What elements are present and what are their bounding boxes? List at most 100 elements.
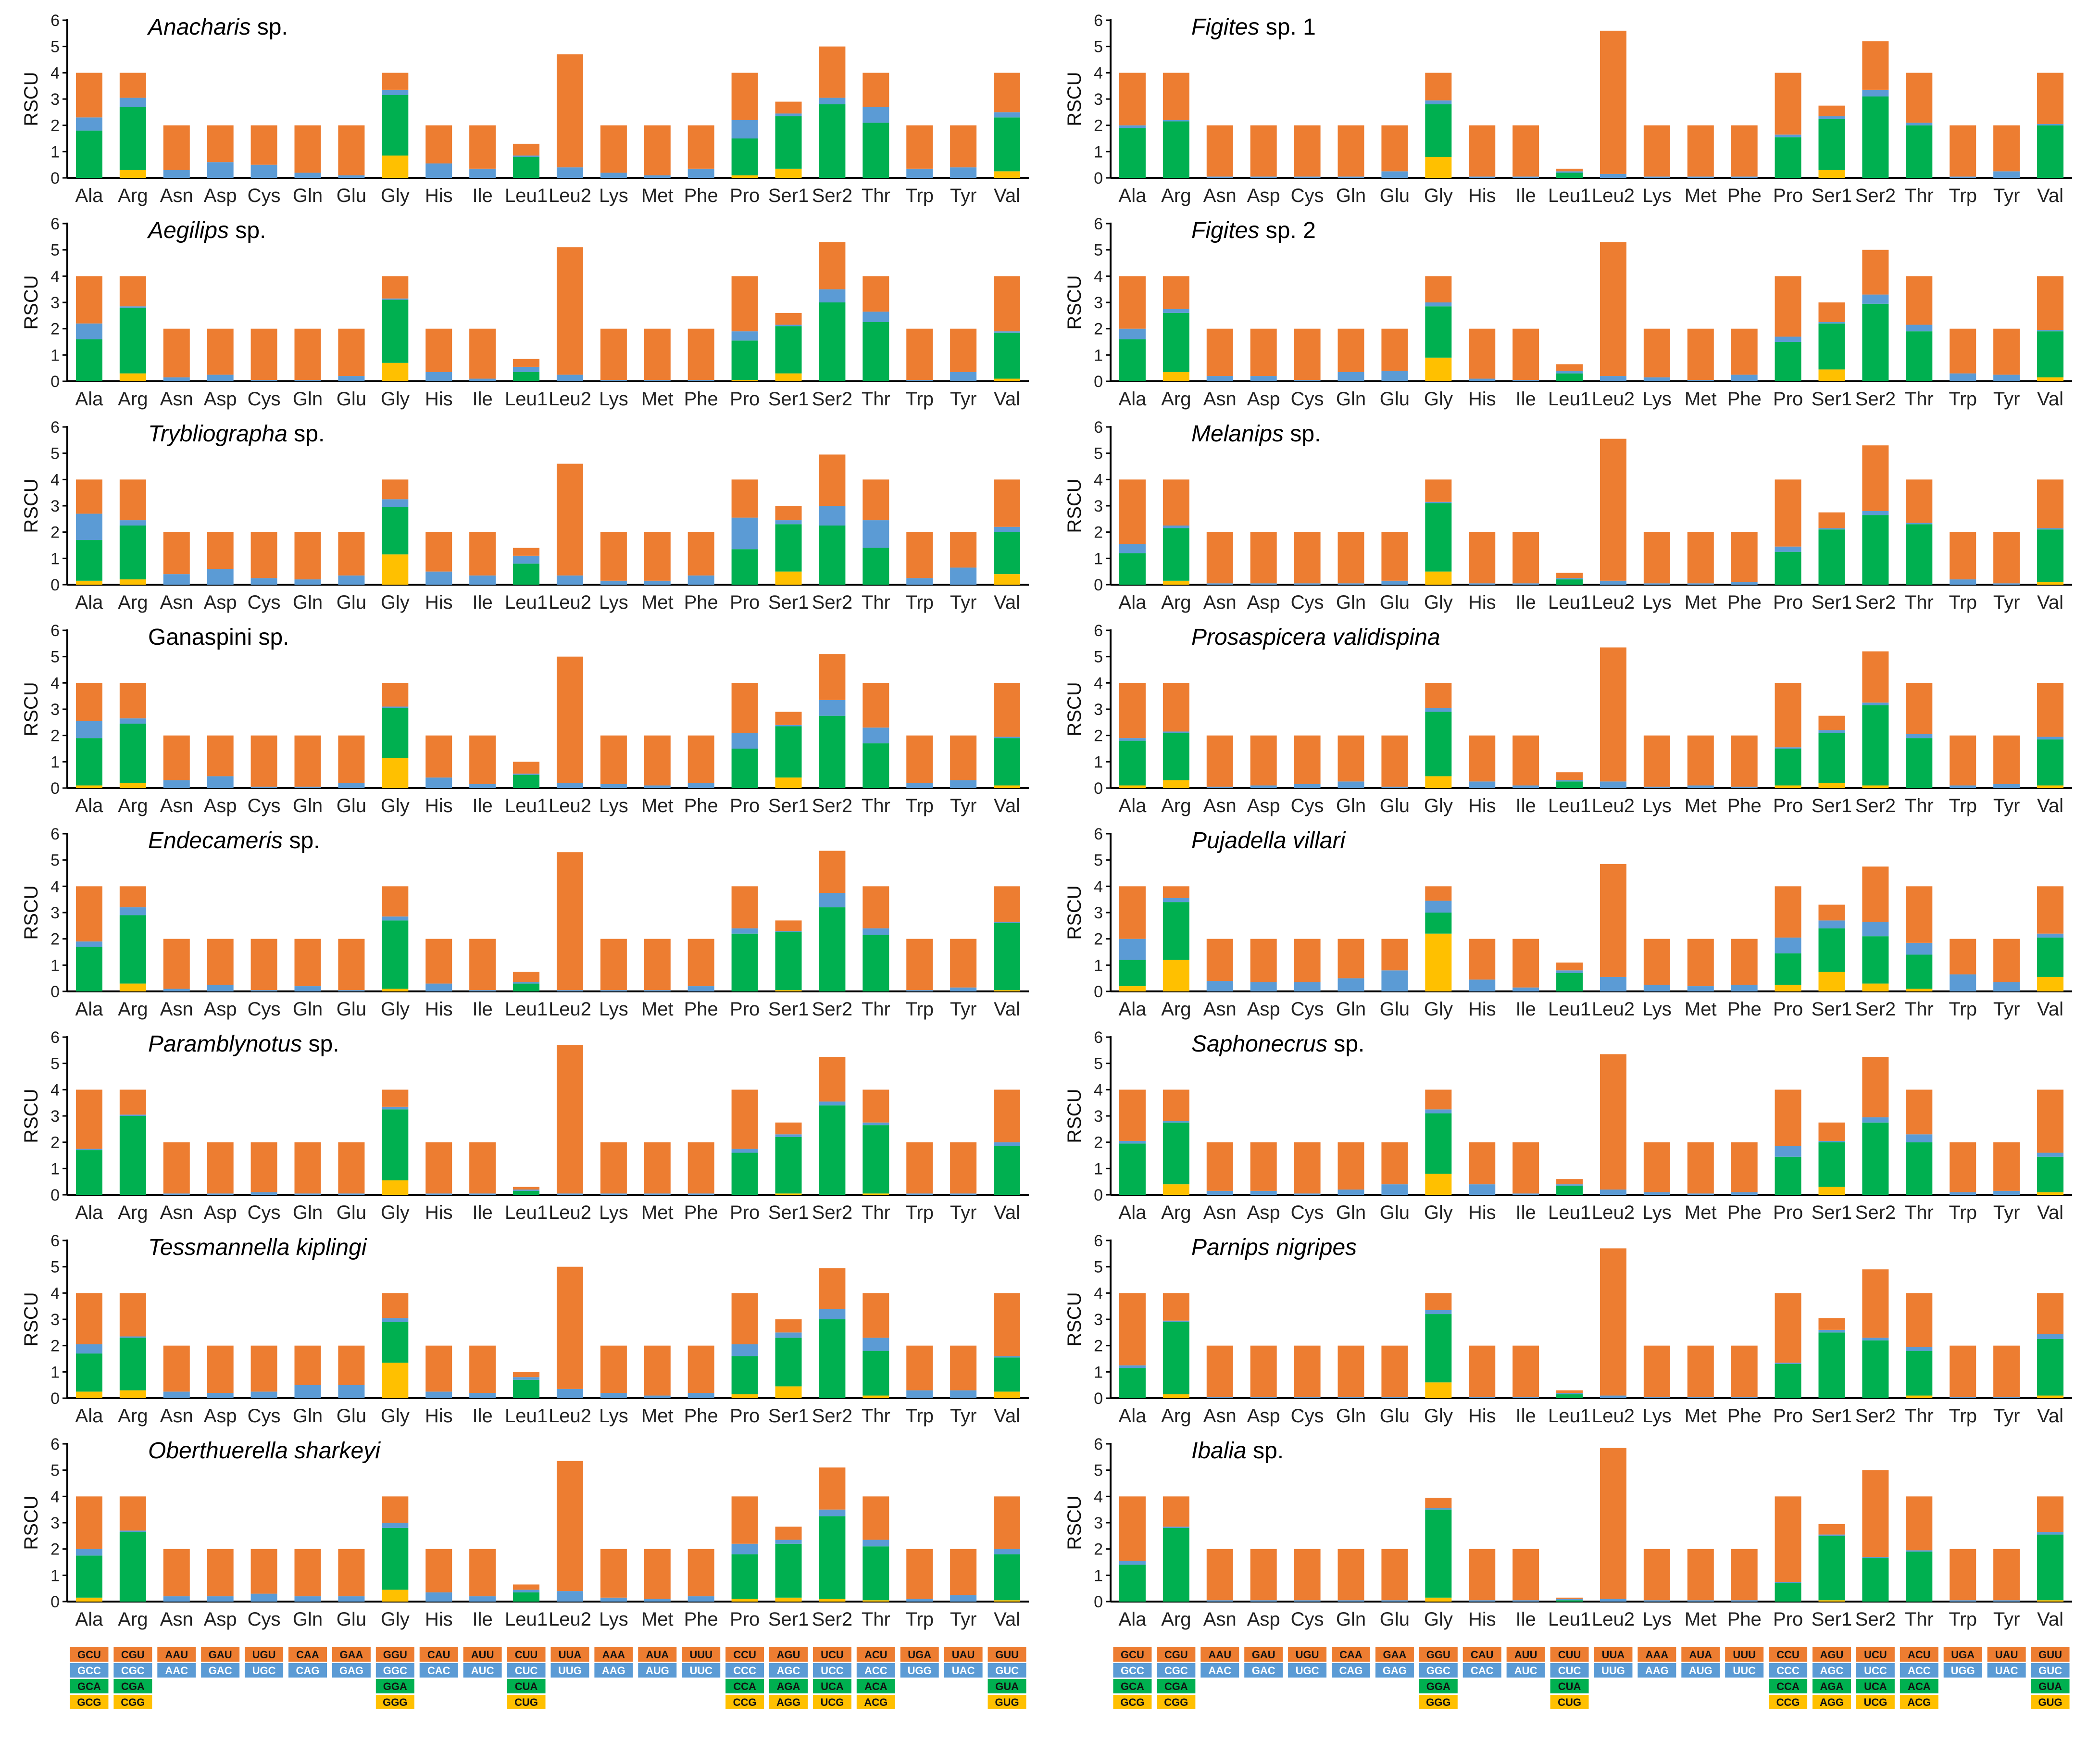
x-tick-label: Gln xyxy=(293,592,323,613)
bar-segment-codon-1 xyxy=(75,73,102,118)
x-tick-label: Ser1 xyxy=(768,999,809,1020)
x-tick-label: Trp xyxy=(905,999,934,1020)
y-tick-label: 2 xyxy=(50,117,60,135)
codon-legend-cell xyxy=(1812,1695,1851,1709)
x-tick-label: His xyxy=(1468,592,1496,613)
bar-segment-codon-2 xyxy=(513,155,540,157)
bar-segment-codon-2 xyxy=(1512,987,1539,991)
y-tick-label: 2 xyxy=(50,930,60,949)
bar-segment-codon-4 xyxy=(1818,170,1845,178)
bar-segment-codon-2 xyxy=(338,1596,365,1602)
x-tick-label: Leu1 xyxy=(505,388,548,410)
codon-legend-label: GCC xyxy=(77,1665,101,1677)
codon-legend-label: UGU xyxy=(1296,1649,1319,1661)
bar-segment-codon-3 xyxy=(2037,739,2064,786)
y-tick-label: 1 xyxy=(1094,956,1103,975)
panel-title-part: Endecameris xyxy=(148,828,283,853)
bar-segment-codon-1 xyxy=(1731,939,1758,985)
bar-segment-codon-1 xyxy=(119,1496,146,1531)
bar-segment-codon-1 xyxy=(1993,1345,2020,1397)
bar-segment-codon-1 xyxy=(906,939,933,990)
x-tick-label: Pro xyxy=(1773,592,1803,613)
codon-legend-label: CCC xyxy=(733,1665,756,1677)
x-tick-label: Gly xyxy=(1424,1609,1453,1630)
bar-segment-codon-3 xyxy=(775,726,802,778)
bar-segment-codon-2 xyxy=(906,990,933,991)
codon-legend-label: GCA xyxy=(1121,1680,1144,1692)
bar-segment-codon-3 xyxy=(819,526,846,585)
bar-segment-codon-2 xyxy=(207,162,234,178)
bar-segment-codon-2 xyxy=(556,1389,583,1398)
codon-legend-cell xyxy=(1113,1695,1152,1709)
bar-segment-codon-2 xyxy=(1469,583,1496,585)
x-tick-label: Gln xyxy=(293,1202,323,1223)
bar-segment-codon-2 xyxy=(1906,734,1933,739)
bar-segment-codon-2 xyxy=(469,1596,496,1602)
bar-segment-codon-4 xyxy=(2037,1600,2064,1602)
bar-segment-codon-1 xyxy=(1250,125,1277,177)
bar-segment-codon-3 xyxy=(2037,125,2064,178)
x-tick-label: Phe xyxy=(684,1405,718,1427)
y-tick-label: 2 xyxy=(1094,1337,1103,1355)
bar-segment-codon-1 xyxy=(1250,939,1277,982)
codon-legend-label: UGA xyxy=(1951,1649,1975,1661)
bar-segment-codon-2 xyxy=(1775,1363,1801,1364)
y-axis-label: RSCU xyxy=(1064,885,1085,939)
bar-segment-codon-3 xyxy=(75,738,102,786)
y-tick-label: 1 xyxy=(1094,143,1103,161)
x-tick-label: Ala xyxy=(75,1609,104,1630)
x-tick-label: Pro xyxy=(1773,1609,1803,1630)
bar-segment-codon-2 xyxy=(775,725,802,726)
bar-segment-codon-2 xyxy=(1338,176,1364,178)
x-tick-label: Ile xyxy=(473,592,493,613)
panel-title-part: Ganaspini sp. xyxy=(148,625,289,650)
bar-segment-codon-1 xyxy=(75,1293,102,1344)
codon-legend-label: CUU xyxy=(515,1649,538,1661)
bar-segment-codon-3 xyxy=(1862,1122,1889,1195)
bar-segment-codon-2 xyxy=(950,780,977,788)
bar-segment-codon-1 xyxy=(1687,939,1714,987)
x-tick-label: Lys xyxy=(1642,1202,1672,1223)
bar-segment-codon-1 xyxy=(775,101,802,114)
x-tick-label: Gln xyxy=(293,185,323,206)
x-tick-label: Cys xyxy=(248,185,281,206)
bar-segment-codon-2 xyxy=(1687,986,1714,991)
bar-segment-codon-1 xyxy=(906,125,933,169)
x-tick-label: Asp xyxy=(1247,1609,1280,1630)
codon-legend-cell xyxy=(1681,1663,1720,1678)
y-tick-label: 1 xyxy=(1094,1160,1103,1178)
codon-legend-cell xyxy=(944,1647,983,1662)
x-tick-label: Ser1 xyxy=(768,795,809,816)
codon-legend-cell xyxy=(638,1647,677,1662)
codon-legend-label: GUU xyxy=(2038,1649,2062,1661)
bar-segment-codon-2 xyxy=(1162,120,1189,122)
bar-segment-codon-3 xyxy=(1775,551,1801,585)
bar-segment-codon-3 xyxy=(994,532,1021,575)
codon-legend-label: CCU xyxy=(1776,1649,1800,1661)
x-tick-label: Ala xyxy=(1119,999,1147,1020)
x-tick-label: Ser2 xyxy=(812,388,853,410)
bar-segment-codon-1 xyxy=(250,735,277,787)
bar-segment-codon-2 xyxy=(644,1395,671,1398)
x-tick-label: Tyr xyxy=(950,1609,977,1630)
bar-segment-codon-2 xyxy=(906,578,933,585)
bar-segment-codon-1 xyxy=(1119,276,1146,329)
codon-legend-cell xyxy=(1113,1679,1152,1693)
codon-legend: GCU CGU AAU GAU UGU CAA GAA GGU CAU AUU CUU UUA AAA A… xyxy=(70,1647,1026,1709)
bar-segment-codon-1 xyxy=(1862,41,1889,90)
bar-segment-codon-1 xyxy=(1993,1549,2020,1601)
bar-segment-codon-4 xyxy=(1906,989,1933,991)
x-tick-label: Cys xyxy=(1291,1609,1324,1630)
codon-legend-cell xyxy=(900,1647,939,1662)
bar-segment-codon-3 xyxy=(2037,529,2064,582)
x-tick-label: Gly xyxy=(1424,1405,1453,1427)
codon-legend-cell xyxy=(1419,1647,1458,1662)
codon-legend-cell xyxy=(375,1663,414,1678)
bar-segment-codon-1 xyxy=(1906,886,1933,943)
x-tick-label: Thr xyxy=(862,592,890,613)
bar-segment-codon-1 xyxy=(775,1527,802,1540)
x-tick-label: Asn xyxy=(1203,592,1237,613)
